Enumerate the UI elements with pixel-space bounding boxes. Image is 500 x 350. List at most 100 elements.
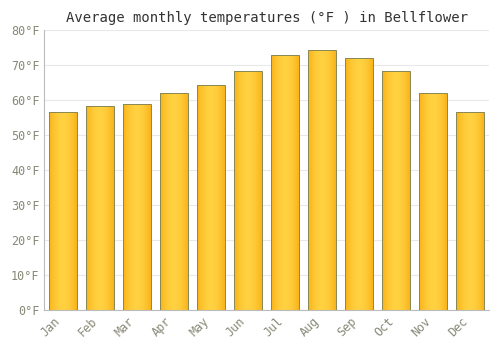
- Bar: [131, 104, 132, 310]
- Bar: [140, 104, 141, 310]
- Bar: [406, 71, 407, 310]
- Bar: [89, 105, 90, 310]
- Bar: [166, 93, 167, 310]
- Bar: [197, 85, 198, 310]
- Bar: [57, 112, 58, 310]
- Bar: [295, 55, 296, 310]
- Bar: [278, 55, 279, 310]
- Bar: [72, 112, 73, 310]
- Bar: [52, 112, 53, 310]
- Bar: [328, 50, 329, 310]
- Bar: [445, 93, 446, 310]
- Bar: [438, 93, 439, 310]
- Bar: [138, 104, 139, 310]
- Bar: [201, 85, 202, 310]
- Bar: [435, 93, 436, 310]
- Bar: [478, 112, 479, 310]
- Bar: [64, 112, 65, 310]
- Bar: [259, 71, 260, 310]
- Bar: [258, 71, 259, 310]
- Bar: [358, 58, 359, 310]
- Bar: [234, 71, 235, 310]
- Bar: [402, 71, 403, 310]
- Bar: [62, 112, 63, 310]
- Bar: [433, 93, 434, 310]
- Bar: [482, 112, 483, 310]
- Bar: [165, 93, 166, 310]
- Bar: [65, 112, 66, 310]
- Bar: [404, 71, 405, 310]
- Bar: [180, 93, 181, 310]
- Bar: [171, 93, 172, 310]
- Bar: [149, 104, 150, 310]
- Bar: [163, 93, 164, 310]
- Bar: [368, 58, 369, 310]
- Bar: [126, 104, 127, 310]
- Bar: [274, 55, 275, 310]
- Bar: [394, 71, 395, 310]
- Bar: [94, 105, 95, 310]
- Bar: [392, 71, 393, 310]
- Bar: [308, 50, 309, 310]
- Bar: [98, 105, 99, 310]
- Bar: [166, 93, 167, 310]
- Bar: [49, 112, 77, 310]
- Bar: [160, 93, 161, 310]
- Bar: [51, 112, 52, 310]
- Bar: [297, 55, 298, 310]
- Bar: [388, 71, 389, 310]
- Bar: [422, 93, 423, 310]
- Bar: [322, 50, 323, 310]
- Bar: [332, 50, 333, 310]
- Bar: [422, 93, 423, 310]
- Bar: [350, 58, 351, 310]
- Bar: [477, 112, 478, 310]
- Bar: [367, 58, 368, 310]
- Bar: [362, 58, 363, 310]
- Bar: [283, 55, 284, 310]
- Bar: [130, 104, 131, 310]
- Bar: [475, 112, 476, 310]
- Bar: [318, 50, 319, 310]
- Bar: [66, 112, 67, 310]
- Bar: [162, 93, 163, 310]
- Bar: [277, 55, 278, 310]
- Bar: [316, 50, 317, 310]
- Bar: [444, 93, 445, 310]
- Bar: [461, 112, 462, 310]
- Bar: [109, 105, 110, 310]
- Bar: [276, 55, 277, 310]
- Bar: [185, 93, 186, 310]
- Bar: [254, 71, 255, 310]
- Bar: [423, 93, 424, 310]
- Bar: [390, 71, 392, 310]
- Bar: [330, 50, 331, 310]
- Bar: [273, 55, 274, 310]
- Bar: [287, 55, 288, 310]
- Bar: [255, 71, 256, 310]
- Bar: [398, 71, 399, 310]
- Bar: [207, 85, 208, 310]
- Bar: [103, 105, 104, 310]
- Bar: [356, 58, 357, 310]
- Bar: [246, 71, 247, 310]
- Bar: [382, 71, 383, 310]
- Bar: [87, 105, 88, 310]
- Bar: [143, 104, 144, 310]
- Bar: [382, 71, 410, 310]
- Bar: [242, 71, 243, 310]
- Bar: [179, 93, 180, 310]
- Bar: [421, 93, 422, 310]
- Bar: [101, 105, 102, 310]
- Bar: [397, 71, 398, 310]
- Bar: [328, 50, 330, 310]
- Bar: [210, 85, 211, 310]
- Bar: [458, 112, 459, 310]
- Bar: [430, 93, 431, 310]
- Bar: [315, 50, 316, 310]
- Bar: [70, 112, 71, 310]
- Bar: [75, 112, 76, 310]
- Bar: [297, 55, 298, 310]
- Bar: [173, 93, 174, 310]
- Bar: [128, 104, 130, 310]
